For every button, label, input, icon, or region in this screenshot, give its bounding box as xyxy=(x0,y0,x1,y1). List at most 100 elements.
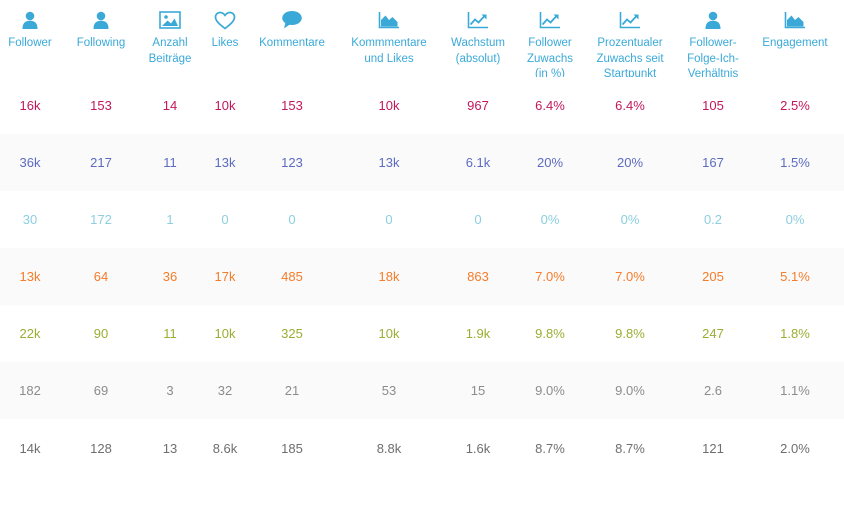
table-cell: 1.1% xyxy=(780,383,810,398)
table-cell: 247 xyxy=(702,326,724,341)
area-chart-icon xyxy=(376,8,402,32)
table-cell: 1.5% xyxy=(780,155,810,170)
table-row: 182 69 3 32 21 53 15 9.0% 9.0% 2.6 1.1% xyxy=(0,362,844,419)
column-header[interactable]: Anzahl Beiträge xyxy=(140,0,200,67)
table-cell: 10k xyxy=(378,326,400,341)
table-cell: 123 xyxy=(281,155,303,170)
table-cell: 13k xyxy=(378,155,400,170)
table-row: 13k 64 36 17k 485 18k 863 7.0% 7.0% 205 5.1% xyxy=(0,248,844,305)
table-cell: 0% xyxy=(620,212,640,227)
table-cell: 13k xyxy=(19,269,41,284)
table-cell: 8.7% xyxy=(615,441,645,456)
table-cell: 18k xyxy=(378,269,400,284)
table-cell: 7.0% xyxy=(615,269,645,284)
table-cell: 153 xyxy=(281,98,303,113)
table-cell: 15 xyxy=(470,383,486,398)
area-chart-icon xyxy=(782,8,808,32)
table-cell: 13 xyxy=(162,441,178,456)
table-cell: 0 xyxy=(221,212,229,227)
table-cell: 11 xyxy=(163,155,177,170)
table-cell: 10k xyxy=(214,326,236,341)
table-cell: 6.1k xyxy=(465,155,491,170)
table-cell: 13k xyxy=(214,155,236,170)
table-cell: 863 xyxy=(467,269,489,284)
table-row: 22k 90 11 10k 325 10k 1.9k 9.8% 9.8% 247 1.8% xyxy=(0,305,844,362)
table-cell: 325 xyxy=(281,326,303,341)
column-header-label: Wachstum (absolut) xyxy=(451,37,505,65)
column-header-label: Kommentare xyxy=(259,37,325,49)
table-cell: 0 xyxy=(385,212,393,227)
user-icon xyxy=(88,8,114,32)
column-header-label: Prozentualer Zuwachs seit Startpunkt xyxy=(596,37,664,80)
column-header-label: Likes xyxy=(211,37,239,49)
table-cell: 0% xyxy=(785,212,805,227)
column-header[interactable]: Follower xyxy=(0,0,60,52)
heart-icon xyxy=(212,8,238,32)
table-cell: 64 xyxy=(93,269,109,284)
table-cell: 36 xyxy=(162,269,178,284)
column-header[interactable]: Follower Zuwachs (in %) xyxy=(520,0,580,83)
table-cell: 16k xyxy=(19,98,41,113)
table-cell: 10k xyxy=(378,98,400,113)
table-cell: 0 xyxy=(288,212,296,227)
table-cell: 17k xyxy=(214,269,236,284)
table-cell: 22k xyxy=(19,326,41,341)
table-cell: 2.5% xyxy=(780,98,810,113)
table-cell: 121 xyxy=(702,441,724,456)
table-cell: 6.4% xyxy=(615,98,645,113)
table-cell: 2.0% xyxy=(780,441,810,456)
column-header-label: Follower Zuwachs (in %) xyxy=(526,37,574,80)
column-header[interactable]: Wachstum (absolut) xyxy=(443,0,513,67)
column-header-label: Following xyxy=(76,37,126,49)
column-header[interactable]: Following xyxy=(66,0,136,52)
column-header-label: Follower- Folge-Ich- Verhältnis xyxy=(687,37,739,80)
table-cell: 6.4% xyxy=(535,98,565,113)
table-cell: 153 xyxy=(90,98,112,113)
table-cell: 14k xyxy=(19,441,41,456)
comment-icon xyxy=(279,8,305,32)
column-header-label: Anzahl Beiträge xyxy=(148,37,192,65)
table-cell: 167 xyxy=(702,155,724,170)
table-cell: 9.0% xyxy=(535,383,565,398)
table-cell: 14 xyxy=(162,98,178,113)
table-row: 16k 153 14 10k 153 10k 967 6.4% 6.4% 105 2.5% xyxy=(0,77,844,134)
table-cell: 10k xyxy=(214,98,236,113)
table-cell: 5.1% xyxy=(780,269,810,284)
table-cell: 9.0% xyxy=(615,383,645,398)
table-row: 30 172 1 0 0 0 0 0% 0% 0.2 0% xyxy=(0,191,844,248)
table-cell: 20% xyxy=(536,155,564,170)
table-row: 36k 217 11 13k 123 13k 6.1k 20% 20% 167 1.5% xyxy=(0,134,844,191)
table-cell: 53 xyxy=(381,383,397,398)
table-cell: 36k xyxy=(19,155,41,170)
user-icon xyxy=(17,8,43,32)
table-cell: 9.8% xyxy=(615,326,645,341)
table-cell: 172 xyxy=(90,212,112,227)
table-cell: 105 xyxy=(702,98,724,113)
line-chart-icon xyxy=(465,8,491,32)
column-header[interactable]: Engagement xyxy=(753,0,837,52)
table-cell: 30 xyxy=(22,212,38,227)
user-icon xyxy=(700,8,726,32)
table-cell: 20% xyxy=(616,155,644,170)
column-header[interactable]: Prozentualer Zuwachs seit Startpunkt xyxy=(584,0,676,83)
table-cell: 8.6k xyxy=(212,441,238,456)
table-cell: 32 xyxy=(217,383,233,398)
table-cell: 3 xyxy=(166,383,174,398)
table-cell: 7.0% xyxy=(535,269,565,284)
table-row: 14k 128 13 8.6k 185 8.8k 1.6k 8.7% 8.7% 121 2.0% xyxy=(0,420,844,477)
column-header[interactable]: Follower- Folge-Ich- Verhältnis xyxy=(678,0,748,83)
column-header-label: Follower xyxy=(8,37,52,49)
table-cell: 0.2 xyxy=(703,212,723,227)
table-cell: 9.8% xyxy=(535,326,565,341)
column-header[interactable]: Kommmentare und Likes xyxy=(339,0,439,67)
table-cell: 967 xyxy=(467,98,489,113)
table-cell: 21 xyxy=(284,383,300,398)
column-header[interactable]: Likes xyxy=(203,0,247,52)
table-cell: 1.6k xyxy=(465,441,491,456)
table-header: Follower Following Anzahl Beiträge Likes Kom… xyxy=(0,0,844,100)
column-header[interactable]: Kommentare xyxy=(249,0,335,52)
table-cell: 2.6 xyxy=(703,383,723,398)
table-cell: 11 xyxy=(163,326,177,341)
table-cell: 1 xyxy=(166,212,174,227)
